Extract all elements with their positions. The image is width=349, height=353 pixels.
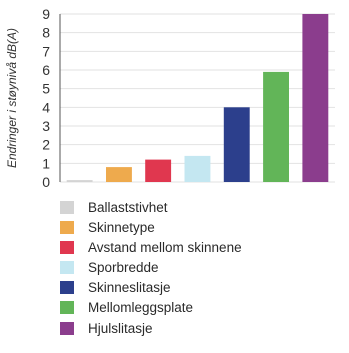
legend-label: Mellomleggsplate — [88, 300, 194, 316]
legend-item: Skinneslitasje — [60, 279, 242, 297]
y-tick-label: 0 — [42, 174, 50, 190]
bars — [66, 14, 329, 182]
y-tick-label: 7 — [42, 43, 50, 59]
bar-ballaststivhet — [66, 180, 93, 182]
legend-item: Avstand mellom skinnene — [60, 238, 242, 256]
legend-swatch — [60, 240, 74, 254]
legend-item: Skinnetype — [60, 218, 242, 236]
y-axis-ticks: 0 1 2 3 4 5 6 7 8 9 — [42, 6, 50, 190]
y-tick-label: 9 — [42, 6, 50, 22]
bar-skinneslitasje — [223, 107, 250, 182]
legend-swatch — [60, 321, 74, 335]
legend-label: Ballaststivhet — [88, 199, 168, 215]
y-tick-label: 1 — [42, 155, 50, 171]
y-tick-label: 4 — [42, 99, 50, 115]
legend-item: Sporbredde — [60, 259, 242, 277]
legend-swatch — [60, 261, 74, 275]
bar-hjulslitasje — [302, 14, 329, 182]
y-tick-label: 6 — [42, 62, 50, 78]
bar-mellomleggsplate — [263, 71, 289, 182]
legend-label: Avstand mellom skinnene — [88, 239, 242, 255]
legend-swatch — [60, 301, 74, 315]
y-tick-label: 5 — [42, 81, 50, 97]
legend-label: Skinnetype — [88, 219, 155, 235]
y-axis-label: Endringer i støynivå dB(A) — [5, 28, 19, 168]
legend-label: Skinneslitasje — [88, 280, 171, 296]
legend-label: Hjulslitasje — [88, 320, 153, 336]
legend-swatch — [60, 220, 74, 234]
bar-sporbredde — [184, 155, 211, 182]
legend: Ballaststivhet Skinnetype Avstand mellom s… — [60, 198, 242, 339]
bar-avstand-mellom-skinnene — [145, 159, 172, 182]
legend-label: Sporbredde — [88, 260, 159, 276]
legend-item: Mellomleggsplate — [60, 299, 242, 317]
y-tick-label: 2 — [42, 137, 50, 153]
legend-item: Hjulslitasje — [60, 319, 242, 337]
legend-swatch — [60, 200, 74, 214]
legend-item: Ballaststivhet — [60, 198, 242, 216]
legend-swatch — [60, 281, 74, 295]
y-tick-label: 8 — [42, 25, 50, 41]
y-tick-label: 3 — [42, 118, 50, 134]
grid-lines — [60, 13, 335, 183]
bar-skinnetype — [106, 167, 132, 182]
